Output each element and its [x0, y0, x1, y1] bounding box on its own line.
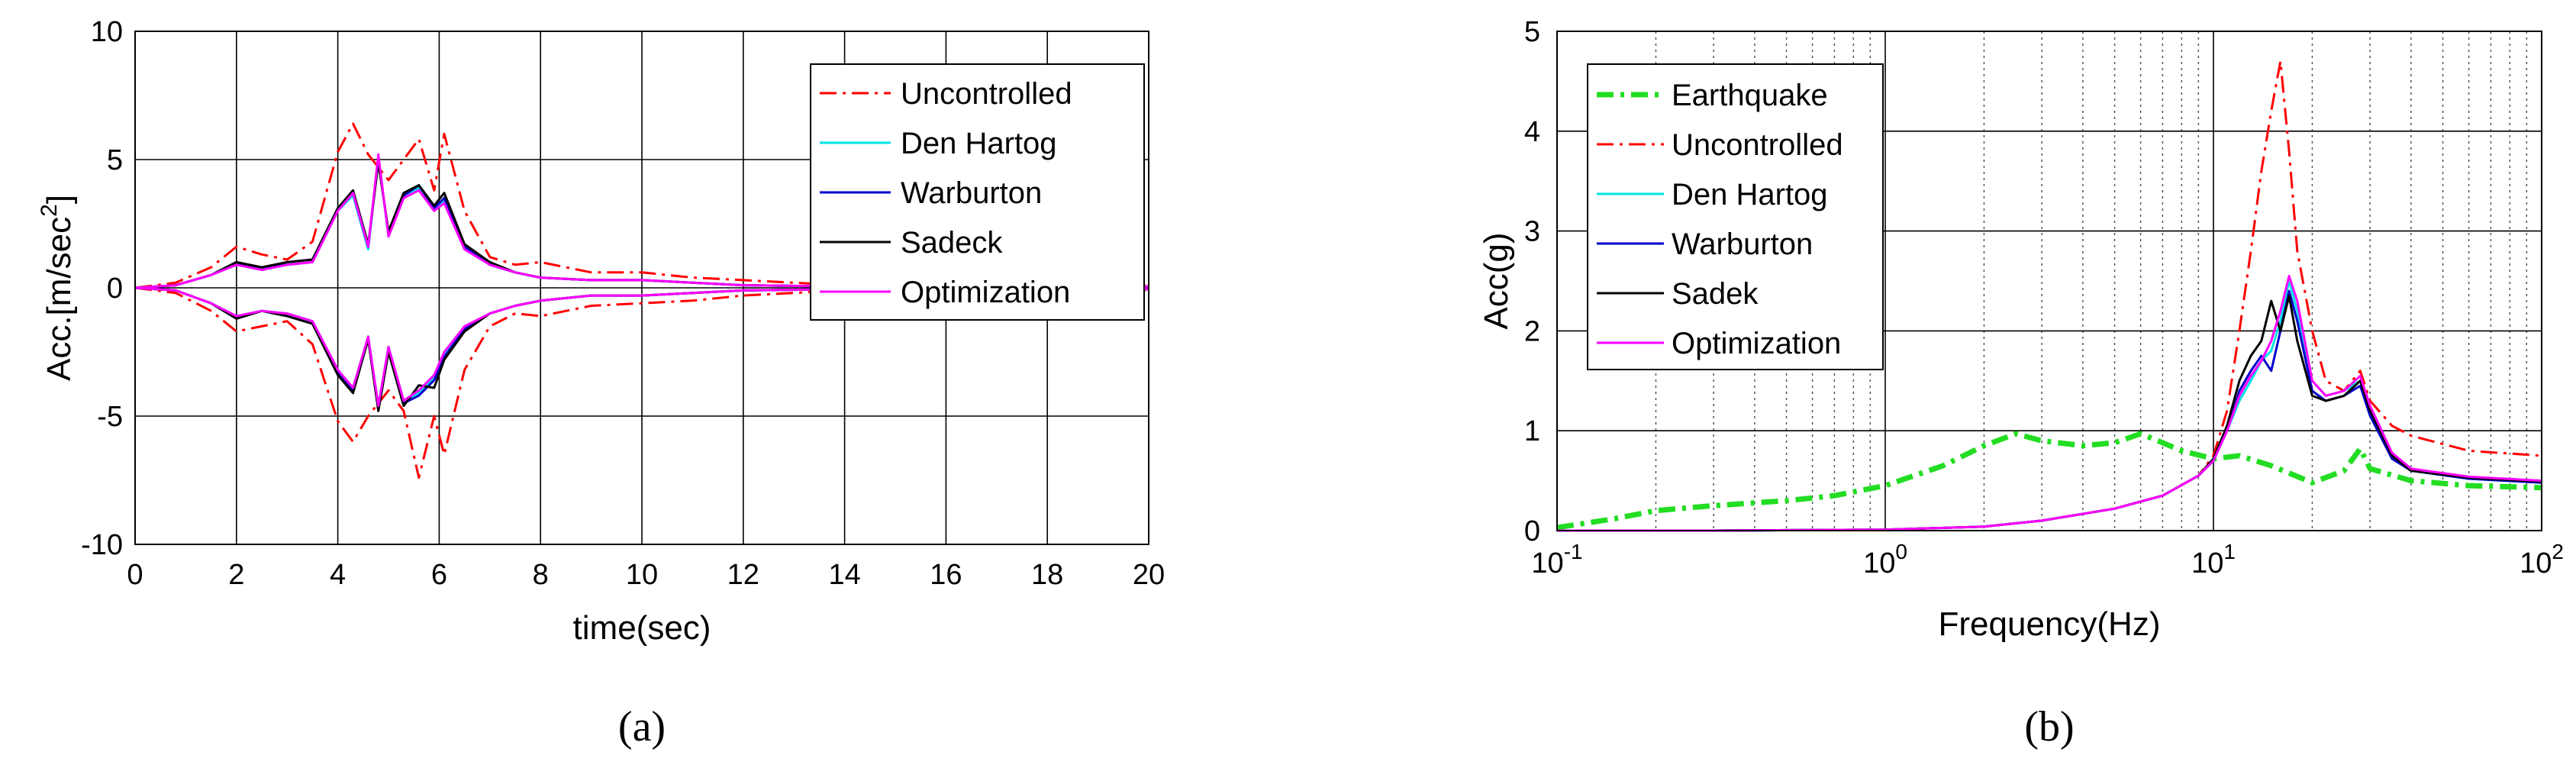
panel-a-chart: 0 2 4 6 8 10 12 14 16 18 20 -10 -5 0 5 10 time(sec) Acc.[… — [37, 16, 1165, 750]
panel-a-ylabel-sup: 2 — [37, 204, 62, 217]
panel-a-ytick-label-3: 5 — [107, 144, 123, 176]
panel-a-ytick-label-0: -10 — [81, 529, 123, 561]
panel-b-ytick-label-3: 3 — [1524, 216, 1540, 248]
panel-b-ytick-label-0: 0 — [1524, 515, 1540, 547]
panel-b-xtick-label-3: 102 — [2520, 540, 2564, 579]
panel-b-legend-box — [1587, 63, 1884, 370]
panel-a-xtick-label-9: 18 — [1031, 559, 1063, 591]
panel-b-xtick-label-2: 101 — [2191, 540, 2236, 579]
panel-b-ytick-label-1: 1 — [1524, 415, 1540, 447]
panel-a-frame — [134, 31, 1149, 545]
panel-b-legend: Earthquake Uncontrolled Den Hartog Warburto… — [1587, 63, 1884, 370]
panel-b-series — [1556, 60, 2542, 532]
panel-b-xtick-mantissa-1: 10 — [1863, 547, 1895, 579]
panel-a-xtick-label-7: 14 — [828, 559, 860, 591]
panel-b-label: (b) — [2024, 703, 2074, 750]
panel-a-xtick-label-6: 12 — [727, 559, 759, 591]
panel-a-legend-label-1: Den Hartog — [901, 127, 1057, 160]
panel-b-legend-label-1: Uncontrolled — [1672, 128, 1843, 162]
panel-a-ylabel: Acc.[m/sec2] — [37, 195, 78, 381]
panel-b-xtick-exponent-0: -1 — [1564, 540, 1583, 563]
panel-b-ytick-label-2: 2 — [1524, 315, 1540, 347]
panel-b-series-5 — [1557, 275, 2542, 532]
panel-a-ylabel-main: Acc.[m/sec — [40, 217, 78, 381]
panel-a-legend-label-0: Uncontrolled — [901, 77, 1072, 111]
panel-a-series — [134, 122, 1149, 479]
panel-a-series-4-upper — [134, 153, 1149, 289]
panel-b-xtick-mantissa-2: 10 — [2191, 547, 2223, 579]
panel-a-xlabel: time(sec) — [573, 609, 711, 647]
panel-a-xtick-label-10: 20 — [1133, 559, 1165, 591]
panel-a-legend: Uncontrolled Den Hartog Warburton Sadeck Opt… — [810, 63, 1145, 321]
panel-b-ytick-label-5: 5 — [1524, 16, 1540, 48]
panel-b-xlabel: Frequency(Hz) — [1939, 605, 2161, 643]
panel-a-ylabel-close: ] — [40, 195, 78, 204]
panel-a-series-0-upper — [134, 122, 1149, 289]
panel-a-ytick-label-4: 10 — [91, 16, 123, 48]
panel-b-legend-label-0: Earthquake — [1672, 79, 1828, 112]
panel-b-xtick-label-1: 100 — [1863, 540, 1907, 579]
panel-a-xtick-label-1: 2 — [228, 559, 244, 591]
panel-b-ylabel: Acc(g) — [1478, 232, 1515, 329]
panel-b-xtick-mantissa-3: 10 — [2520, 547, 2552, 579]
panel-a-legend-label-2: Warburton — [901, 176, 1042, 210]
panel-b-xtick-exponent-2: 1 — [2223, 540, 2236, 563]
panel-a-xtick-label-4: 8 — [533, 559, 549, 591]
panel-a-legend-label-4: Optimization — [901, 276, 1070, 309]
panel-a-series-0-lower — [134, 286, 1149, 479]
panel-b-ytick-label-4: 4 — [1524, 116, 1540, 148]
panel-b-xtick-label-0: 10-1 — [1531, 540, 1582, 579]
panel-a-xtick-label-2: 4 — [330, 559, 346, 591]
panel-a-ytick-label-1: -5 — [97, 401, 123, 433]
panel-a-label: (a) — [618, 703, 666, 750]
panel-b-legend-label-5: Optimization — [1672, 327, 1841, 360]
panel-a-series-4-lower — [134, 286, 1149, 408]
panel-b-xtick-mantissa-0: 10 — [1531, 547, 1563, 579]
panel-a-xtick-label-0: 0 — [127, 559, 143, 591]
panel-b-legend-label-4: Sadek — [1672, 277, 1759, 311]
panel-a-ytick-label-2: 0 — [107, 273, 123, 305]
panel-a-xtick-label-3: 6 — [431, 559, 447, 591]
panel-b-legend-label-3: Warburton — [1672, 228, 1813, 261]
panel-b-chart: 10-1 100 101 102012345Frequency(Hz)Acc(g)Ea… — [1478, 16, 2564, 750]
panel-b-series-0 — [1556, 431, 2542, 531]
panel-b-frame — [1556, 31, 2542, 531]
panel-b-legend-label-2: Den Hartog — [1672, 178, 1828, 211]
panel-b-xtick-exponent-1: 0 — [1895, 540, 1907, 563]
panel-b-xtick-exponent-3: 2 — [2552, 540, 2564, 563]
panel-a-xtick-label-5: 10 — [626, 559, 658, 591]
panel-a-xtick-label-8: 16 — [930, 559, 962, 591]
panel-a-legend-label-3: Sadeck — [901, 226, 1003, 260]
